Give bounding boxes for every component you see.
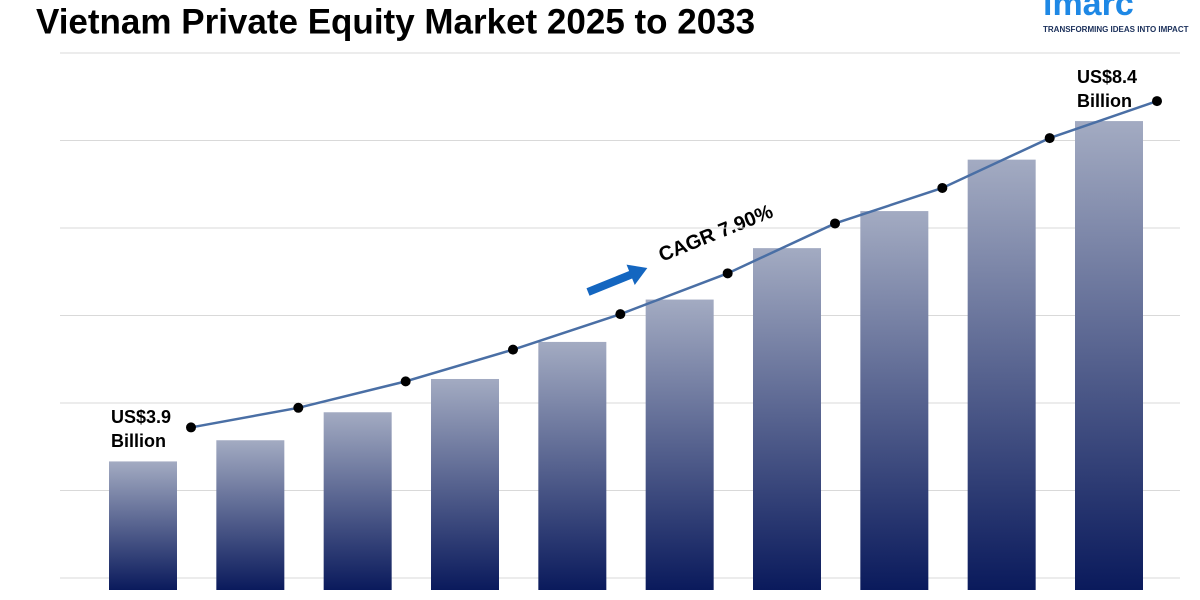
brand-logo: imarc: [1043, 0, 1134, 23]
bar: [431, 378, 499, 590]
trend-point: [1044, 133, 1055, 144]
trend-point: [508, 344, 518, 355]
bar: [967, 159, 1036, 590]
trend-point: [937, 182, 948, 193]
bar: [216, 440, 285, 590]
bar: [645, 299, 714, 590]
brand-tagline: TRANSFORMING IDEAS INTO IMPACT: [1043, 25, 1189, 34]
trend-point: [830, 218, 840, 229]
bar: [753, 248, 821, 591]
trend-point: [400, 376, 411, 387]
bar: [860, 211, 929, 590]
trend-line: [190, 99, 1158, 429]
bar: [1075, 121, 1143, 590]
trend-point: [186, 422, 196, 433]
value-label: US$8.4 Billion: [1077, 67, 1138, 112]
chart-title: Vietnam Private Equity Market 2025 to 20…: [36, 2, 755, 41]
value-label: US$3.9 Billion: [111, 407, 172, 452]
trend-point: [1152, 96, 1162, 107]
cagr-arrow: [586, 264, 648, 296]
trend-point: [722, 268, 733, 279]
bar: [538, 341, 607, 590]
bar: [109, 461, 177, 590]
bar: [323, 412, 392, 590]
trend-point: [293, 402, 304, 413]
trend-point: [615, 309, 626, 320]
